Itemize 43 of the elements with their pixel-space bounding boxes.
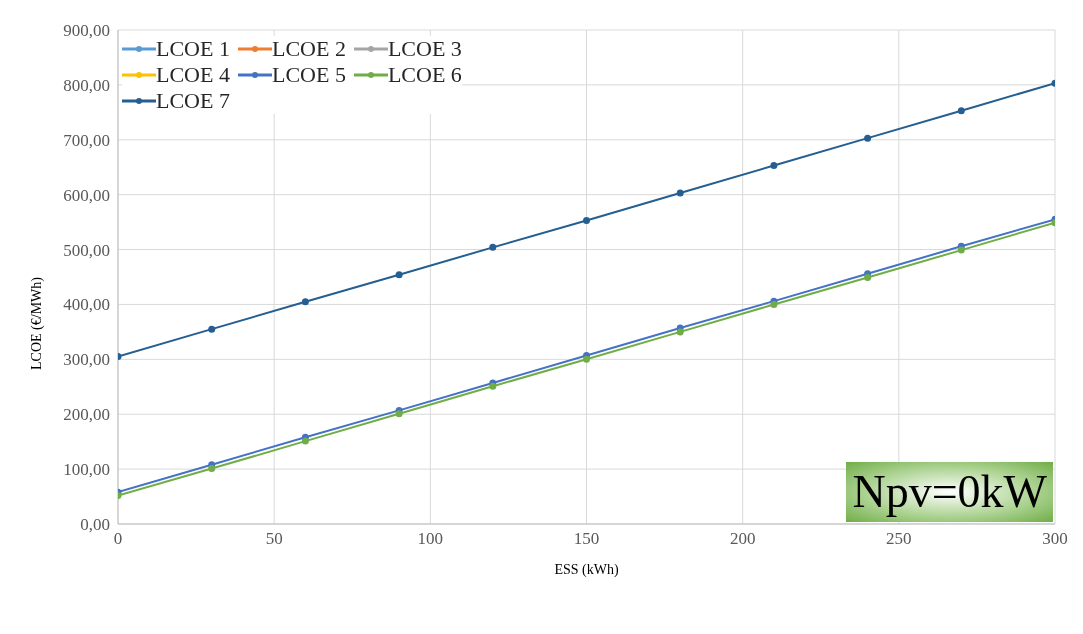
x-tick-label: 150 — [573, 529, 600, 549]
legend-label: LCOE 2 — [271, 36, 346, 62]
y-axis-title: LCOE (€/MWh) — [28, 276, 45, 370]
point — [957, 107, 965, 115]
legend-label: LCOE 1 — [156, 36, 230, 62]
point — [957, 246, 965, 254]
point — [864, 134, 872, 142]
y-tick-label: 800,00 — [63, 75, 110, 95]
legend-label: LCOE 3 — [387, 36, 462, 62]
point — [676, 328, 684, 336]
y-tick-label: 700,00 — [63, 130, 110, 150]
x-tick-label: 250 — [886, 529, 912, 549]
point — [770, 162, 778, 170]
point — [301, 298, 309, 306]
point — [864, 274, 872, 282]
y-tick-label: 400,00 — [63, 295, 110, 315]
point — [676, 189, 684, 197]
x-tick-label: 200 — [729, 529, 756, 549]
legend-label: LCOE 4 — [156, 62, 230, 88]
point — [208, 325, 216, 333]
x-tick-label: 50 — [265, 529, 283, 549]
x-axis-title: ESS (kWh) — [554, 562, 619, 578]
y-tick-label: 0,00 — [80, 515, 110, 535]
x-tick-label: 0 — [113, 529, 123, 549]
y-tick-label: 300,00 — [63, 350, 110, 370]
y-tick-label: 600,00 — [63, 185, 110, 205]
point — [489, 243, 497, 251]
y-tick-label: 900,00 — [63, 21, 110, 41]
x-tick-label: 100 — [417, 529, 444, 549]
point — [583, 216, 590, 224]
y-tick-label: 200,00 — [63, 405, 110, 425]
y-tick-label: 500,00 — [63, 240, 110, 260]
annotation: Npv=0kW — [846, 462, 1053, 522]
point — [395, 410, 403, 418]
legend-label: LCOE 5 — [271, 62, 346, 88]
point — [583, 355, 590, 363]
legend-label: LCOE 6 — [387, 62, 462, 88]
point — [301, 437, 309, 445]
x-tick-label: 300 — [1042, 529, 1068, 549]
point — [208, 465, 216, 473]
legend-label: LCOE 7 — [156, 88, 230, 114]
y-tick-label: 100,00 — [63, 460, 110, 480]
point — [395, 271, 403, 279]
